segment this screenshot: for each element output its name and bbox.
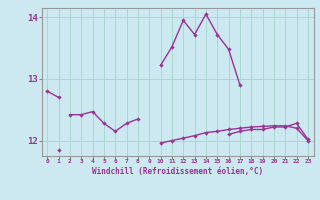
X-axis label: Windchill (Refroidissement éolien,°C): Windchill (Refroidissement éolien,°C) <box>92 167 263 176</box>
